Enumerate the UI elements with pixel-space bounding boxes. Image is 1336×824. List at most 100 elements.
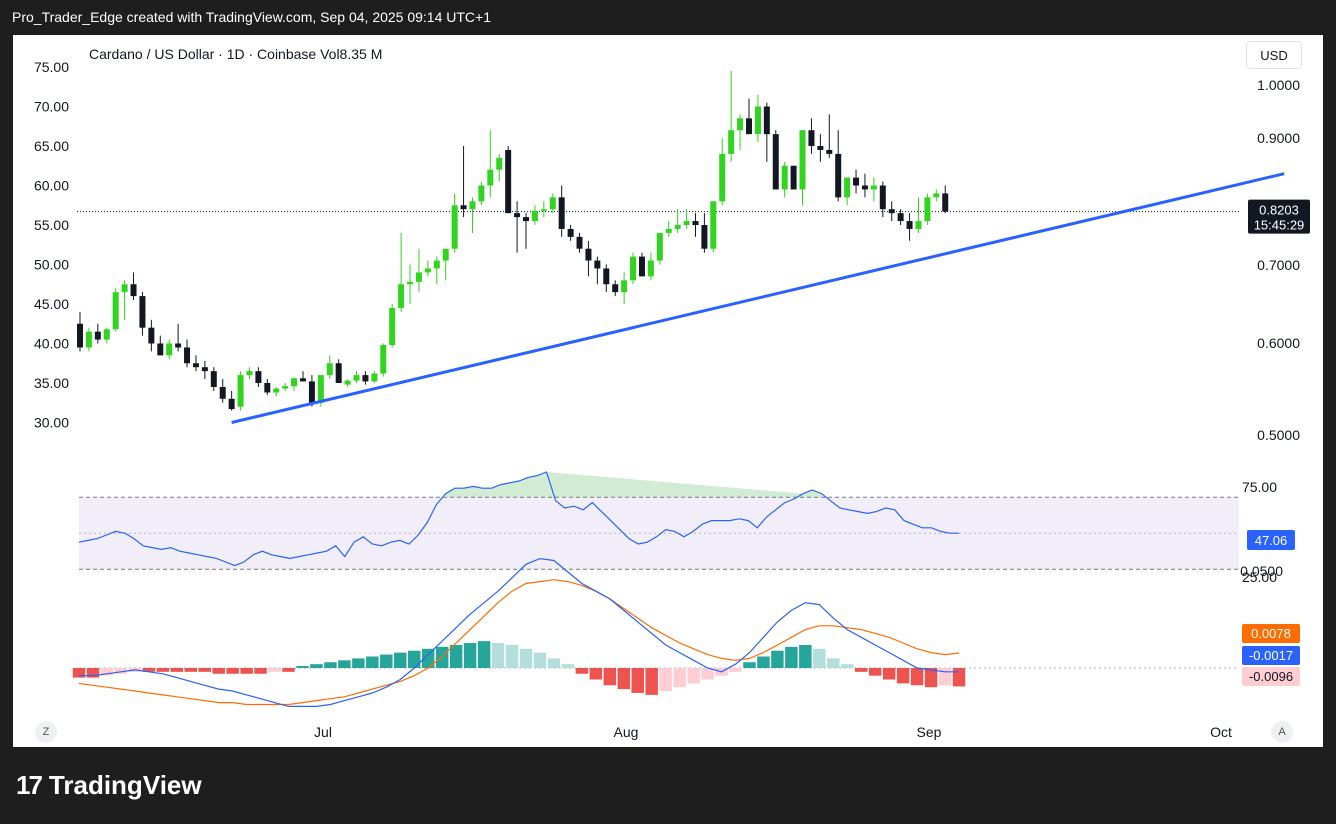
candle-body bbox=[540, 209, 547, 211]
candle-body bbox=[433, 260, 440, 269]
macd-histogram-bar bbox=[854, 668, 868, 672]
candle-body bbox=[514, 213, 521, 218]
candle-body bbox=[924, 197, 931, 222]
macd-histogram-bar bbox=[296, 666, 309, 668]
rsi-axis-tick: 75.00 bbox=[1242, 479, 1277, 495]
candle-body bbox=[710, 201, 717, 249]
candle-body bbox=[184, 347, 191, 364]
macd-histogram-bar bbox=[868, 668, 882, 676]
candle-body bbox=[603, 268, 610, 285]
macd-histogram-bar bbox=[631, 668, 644, 693]
candle-body bbox=[719, 153, 726, 202]
macd-histogram-bar bbox=[533, 652, 547, 668]
candle-body bbox=[861, 185, 868, 190]
macd-histogram-bar bbox=[366, 656, 379, 668]
macd-histogram-bar bbox=[198, 668, 211, 672]
macd-histogram bbox=[72, 641, 966, 695]
symbol-title: Cardano / US Dollar · 1D · Coinbase Vol8… bbox=[89, 46, 383, 62]
macd-histogram-bar bbox=[268, 668, 281, 672]
macd-histogram-bar bbox=[394, 652, 407, 668]
candle-body bbox=[175, 343, 182, 348]
candle-body bbox=[692, 221, 699, 225]
candle-body bbox=[746, 118, 752, 135]
candle-body bbox=[210, 371, 217, 387]
candle-body bbox=[888, 209, 895, 214]
candle-body bbox=[246, 371, 253, 376]
currency-button[interactable]: USD bbox=[1246, 41, 1302, 69]
macd-histogram-bar bbox=[589, 668, 603, 680]
macd-histogram-bar bbox=[254, 668, 267, 674]
candle-body bbox=[772, 134, 779, 190]
candle-body bbox=[94, 331, 101, 340]
left-axis-tick: 70.00 bbox=[34, 99, 69, 115]
histogram-value-tag bbox=[1242, 667, 1300, 686]
macd-histogram-bar bbox=[505, 644, 519, 668]
macd-histogram-bar bbox=[380, 654, 393, 668]
macd-histogram-bar bbox=[952, 668, 966, 687]
candle-body bbox=[308, 381, 315, 403]
candle-body bbox=[621, 280, 628, 293]
macd-histogram-bar bbox=[421, 648, 435, 668]
candle-body bbox=[558, 197, 565, 229]
right-axis-tick: 0.5000 bbox=[1257, 427, 1300, 443]
candle-body bbox=[451, 205, 458, 249]
candle-body bbox=[121, 284, 128, 293]
candle-body bbox=[817, 146, 824, 150]
candle-body bbox=[933, 193, 940, 198]
candle-body bbox=[371, 373, 378, 382]
macd-histogram-bar bbox=[603, 668, 617, 686]
support-trendline bbox=[231, 172, 1285, 424]
candle-body bbox=[763, 106, 770, 135]
candle-body bbox=[219, 386, 226, 399]
candle-body bbox=[353, 375, 360, 381]
macd-histogram-bar bbox=[910, 668, 924, 686]
candle-body bbox=[505, 149, 512, 214]
time-axis-tick: Oct bbox=[1210, 724, 1232, 740]
left-axis-tick: 60.00 bbox=[34, 178, 69, 194]
left-axis-tick: 35.00 bbox=[34, 375, 69, 391]
chart-panel[interactable]: 75.00 70.00 65.00 60.00 55.00 50.00 45.00 40.00… bbox=[13, 35, 1323, 747]
candle-body bbox=[407, 281, 414, 285]
candle-body bbox=[424, 268, 431, 273]
auto-scale-a-button[interactable]: A bbox=[1271, 721, 1293, 743]
candle-body bbox=[362, 375, 369, 382]
candle-body bbox=[844, 177, 851, 198]
candle-body bbox=[728, 130, 735, 154]
macd-value-label: -0.0017 bbox=[1249, 648, 1293, 663]
macd-histogram-bar bbox=[310, 664, 323, 668]
signal-line bbox=[78, 579, 960, 706]
candle-body bbox=[647, 260, 654, 277]
candles-group bbox=[77, 70, 949, 411]
candle-body bbox=[344, 380, 351, 385]
candle-body bbox=[665, 228, 672, 233]
last-price-label: 0.8203 bbox=[1259, 203, 1299, 218]
chart-canvas[interactable]: 75.00 70.00 65.00 60.00 55.00 50.00 45.00 40.00… bbox=[13, 35, 1323, 747]
countdown-label: 15:45:29 bbox=[1254, 218, 1305, 233]
right-axis-tick: 0.7000 bbox=[1257, 257, 1300, 273]
macd-histogram-bar bbox=[114, 668, 128, 674]
candle-body bbox=[380, 345, 387, 374]
candle-body bbox=[799, 130, 806, 190]
candle-body bbox=[228, 398, 235, 410]
chart-caption: Pro_Trader_Edge created with TradingView… bbox=[12, 9, 492, 25]
candle-body bbox=[870, 185, 877, 190]
macd-histogram-bar bbox=[435, 646, 449, 668]
macd-histogram-bar bbox=[547, 658, 561, 668]
candle-body bbox=[754, 106, 761, 135]
candle-body bbox=[255, 371, 262, 383]
signal-value-tag bbox=[1242, 624, 1300, 643]
auto-scale-z-button[interactable]: Z bbox=[35, 721, 57, 743]
rsi-value-label: 47.06 bbox=[1255, 533, 1288, 548]
candle-body bbox=[282, 386, 289, 389]
macd-histogram-bar bbox=[673, 668, 686, 688]
left-axis-tick: 45.00 bbox=[34, 296, 69, 312]
macd-histogram-bar bbox=[324, 662, 337, 668]
candle-body bbox=[942, 193, 949, 212]
macd-histogram-bar bbox=[896, 668, 910, 684]
candle-body bbox=[737, 118, 744, 131]
candle-body bbox=[683, 221, 690, 225]
candle-body bbox=[612, 284, 619, 293]
macd-histogram-bar bbox=[240, 668, 253, 674]
tradingview-mark-icon: 17 bbox=[16, 770, 43, 800]
candle-body bbox=[469, 201, 476, 210]
